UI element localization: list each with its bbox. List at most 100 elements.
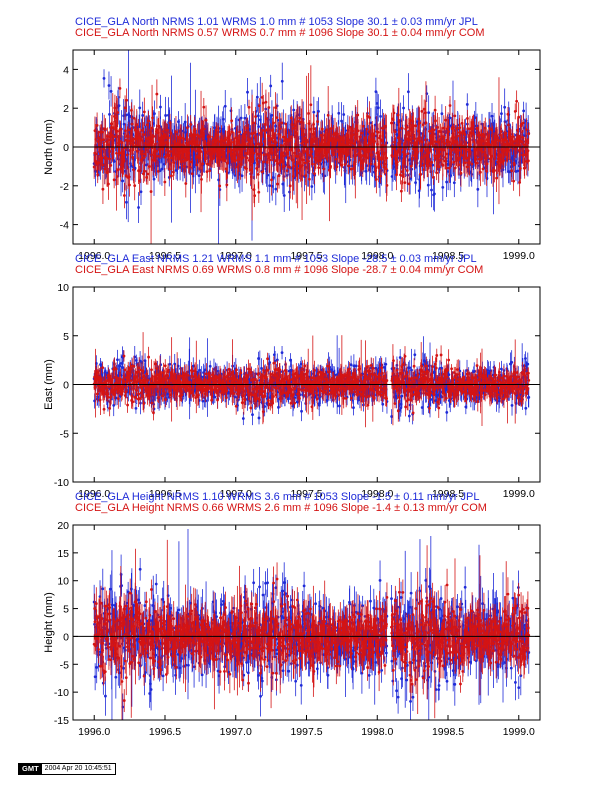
data-point [480, 150, 484, 154]
data-point [442, 126, 446, 130]
data-point [195, 163, 199, 167]
data-point [445, 166, 448, 170]
data-point [245, 156, 249, 160]
data-point [188, 134, 192, 138]
data-point [465, 165, 469, 169]
plot-area [92, 50, 531, 244]
data-point [329, 164, 332, 168]
data-point [139, 190, 143, 194]
data-point [153, 112, 156, 116]
data-point [419, 173, 423, 176]
data-point [114, 396, 118, 400]
x-tick-label: 1998.0 [361, 250, 393, 262]
data-point [143, 169, 147, 173]
data-point [406, 152, 410, 156]
data-point [213, 126, 217, 130]
data-point [446, 143, 450, 147]
data-point [203, 368, 207, 372]
data-point [124, 174, 128, 178]
data-point [147, 119, 150, 123]
data-point [403, 181, 407, 184]
data-point [322, 167, 326, 171]
data-point [159, 105, 162, 109]
data-point [266, 153, 270, 157]
data-point [511, 135, 515, 138]
data-point [420, 156, 423, 160]
data-point [141, 114, 145, 117]
data-point [503, 105, 507, 109]
data-point [257, 104, 261, 108]
data-point [188, 165, 192, 169]
data-point [368, 116, 371, 119]
data-point [125, 200, 128, 204]
data-point [100, 130, 104, 134]
data-point [274, 141, 278, 144]
data-point [407, 182, 411, 186]
data-point [178, 166, 182, 169]
x-tick-label: 1999.0 [503, 250, 535, 262]
data-point [274, 106, 277, 110]
data-point [97, 136, 101, 140]
data-point [275, 116, 279, 120]
data-point [138, 106, 142, 110]
data-point [420, 109, 424, 113]
data-point [443, 142, 447, 145]
data-point [151, 116, 154, 120]
data-point [410, 157, 414, 161]
data-point [127, 175, 131, 179]
data-point [167, 153, 171, 157]
data-point [456, 134, 460, 138]
data-point [406, 90, 410, 94]
data-point [137, 206, 140, 209]
data-point [107, 157, 111, 161]
data-point [218, 184, 222, 188]
data-point [514, 159, 517, 163]
data-point [284, 122, 288, 126]
data-point [282, 194, 286, 197]
data-point [115, 175, 119, 178]
data-point [257, 142, 260, 146]
data-point [144, 142, 148, 146]
data-point [234, 136, 238, 140]
data-point [296, 137, 300, 141]
data-point [197, 174, 201, 178]
data-point [383, 124, 387, 128]
data-point [155, 92, 159, 96]
data-point [420, 140, 424, 144]
data-point [465, 103, 469, 106]
data-point [225, 183, 229, 187]
data-point [521, 121, 525, 125]
data-point [375, 101, 379, 105]
data-point [354, 153, 358, 157]
data-point [302, 133, 306, 136]
data-point [428, 129, 431, 133]
data-point [255, 95, 259, 99]
data-point [201, 162, 204, 166]
data-point [356, 129, 360, 133]
data-point [307, 177, 311, 181]
data-point [402, 106, 405, 110]
data-point [433, 154, 437, 158]
panel-title-line-1: CICE_GLA North NRMS 1.01 WRMS 1.0 mm # 1… [75, 16, 478, 28]
data-point [418, 121, 421, 125]
data-point [332, 153, 336, 157]
data-point [416, 150, 419, 154]
data-point [102, 138, 106, 142]
data-point [264, 100, 268, 104]
data-point [118, 127, 122, 131]
data-point [267, 134, 270, 138]
data-point [112, 135, 116, 139]
data-point [168, 167, 171, 171]
data-point [170, 174, 173, 178]
data-point [397, 120, 401, 124]
data-point [526, 159, 530, 163]
data-point [101, 163, 104, 167]
data-point [134, 406, 138, 410]
data-point [288, 165, 292, 169]
data-point [428, 164, 432, 167]
data-point [200, 177, 203, 181]
data-point [430, 188, 433, 192]
panel-north: CICE_GLA North NRMS 1.01 WRMS 1.0 mm # 1… [43, 16, 541, 262]
data-point [190, 172, 194, 176]
